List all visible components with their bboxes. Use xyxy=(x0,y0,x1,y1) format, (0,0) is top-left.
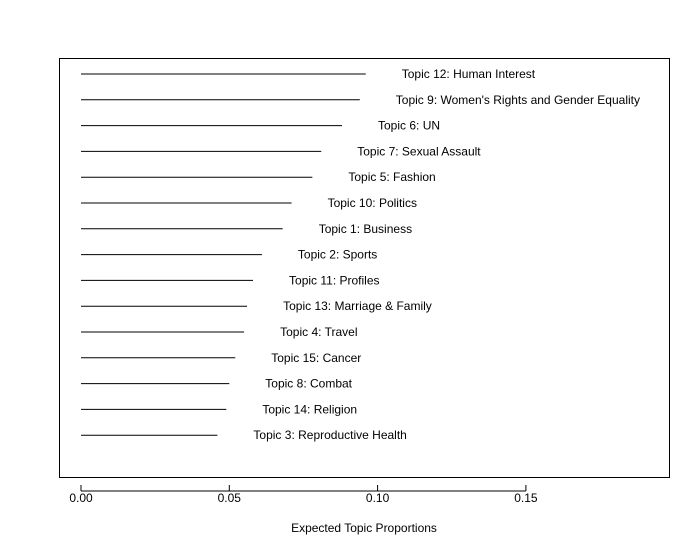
topic-label: Topic 4: Travel xyxy=(280,325,357,339)
x-tick-label: 0.05 xyxy=(218,491,242,505)
topic-label: Topic 15: Cancer xyxy=(271,351,361,365)
x-axis: 0.00 0.05 0.10 0.15 xyxy=(69,485,538,505)
topic-label: Topic 10: Politics xyxy=(328,196,417,210)
topic-label: Topic 3: Reproductive Health xyxy=(253,428,406,442)
x-tick-label: 0.15 xyxy=(514,491,538,505)
topic-label: Topic 13: Marriage & Family xyxy=(283,299,432,313)
x-tick-label: 0.10 xyxy=(366,491,390,505)
x-axis-label: Expected Topic Proportions xyxy=(291,521,437,535)
plot-frame xyxy=(59,58,670,478)
topic-label: Topic 14: Religion xyxy=(262,402,357,416)
topic-label: Topic 12: Human Interest xyxy=(402,67,536,81)
topic-label: Topic 9: Women's Rights and Gender Equal… xyxy=(396,93,640,107)
topic-label: Topic 6: UN xyxy=(378,119,440,133)
topic-label: Topic 7: Sexual Assault xyxy=(357,144,481,158)
topic-label: Topic 1: Business xyxy=(319,222,412,236)
chart-marks: Topic 12: Human Interest Topic 9: Women's… xyxy=(81,67,640,442)
topic-label: Topic 11: Profiles xyxy=(289,273,380,287)
x-tick-label: 0.00 xyxy=(69,491,93,505)
topic-label: Topic 8: Combat xyxy=(265,377,352,391)
topic-label: Topic 2: Sports xyxy=(298,248,377,262)
topic-label: Topic 5: Fashion xyxy=(348,170,435,184)
